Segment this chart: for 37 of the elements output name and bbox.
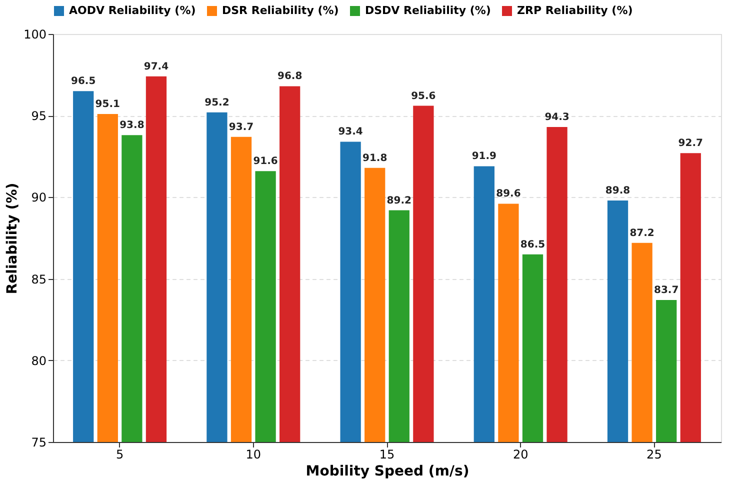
x-tick-label: 15 [379,448,395,462]
x-tick-label: 25 [646,448,662,462]
x-axis-title: Mobility Speed (m/s) [306,464,470,480]
data-label: 95.6 [411,90,436,102]
data-label: 91.6 [253,156,278,168]
data-label: 93.8 [120,120,144,132]
y-tick-label: 75 [31,436,46,450]
y-tick-label: 90 [31,190,46,205]
y-tick-label: 85 [31,272,46,286]
data-label: 93.4 [338,126,363,138]
data-label: 95.2 [204,97,230,108]
data-label: 97.4 [144,61,169,72]
data-label: 92.7 [678,138,704,150]
data-label: 96.5 [71,76,96,88]
data-label: 94.3 [544,112,570,124]
y-tick-label: 95 [31,109,46,124]
data-label: 89.2 [386,195,412,206]
data-label: 95.1 [95,98,120,110]
y-axis-title: Reliability (%) [4,182,21,294]
legend-label: AODV Reliability (%) [69,4,196,17]
data-label: 91.8 [362,152,388,164]
data-label: 83.7 [654,285,679,296]
data-label: 96.8 [277,71,302,82]
data-label: 89.6 [496,188,521,200]
data-label: 86.5 [520,239,546,250]
x-tick-label: 5 [116,448,124,462]
x-tick-label: 10 [246,448,262,462]
data-label: 91.9 [472,151,497,162]
y-tick-label: 100 [24,28,46,42]
legend-label: DSR Reliability (%) [222,4,339,17]
legend-label: ZRP Reliability (%) [517,4,633,17]
data-label: 93.7 [228,122,254,133]
data-label: 89.8 [605,185,630,196]
legend-label: DSDV Reliability (%) [365,4,491,17]
data-label: 87.2 [630,228,654,239]
x-tick-label: 20 [512,448,528,462]
y-tick-label: 80 [31,354,46,368]
